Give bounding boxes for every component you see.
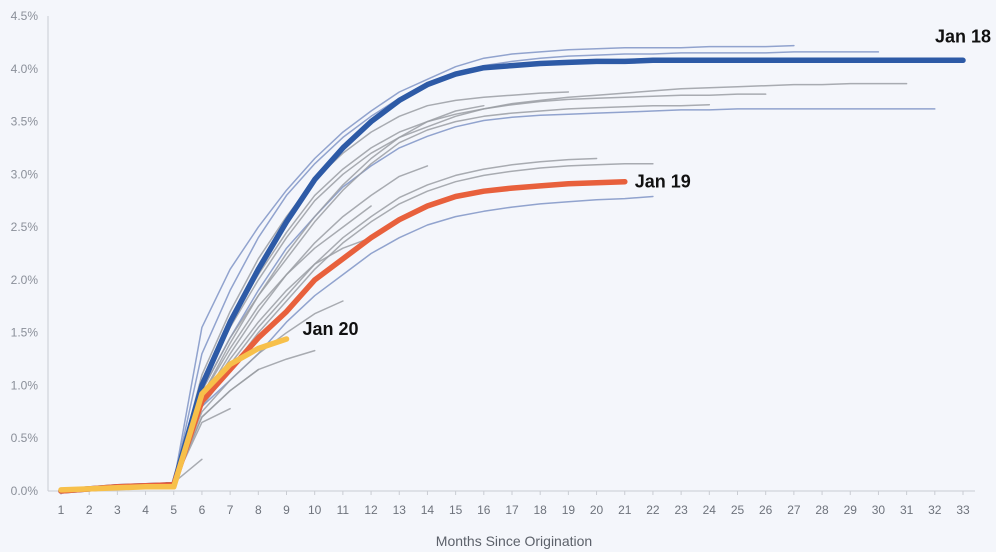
x-tick-label: 6 — [199, 503, 206, 517]
series-line-jan-20 — [58, 336, 290, 493]
x-tick-label: 30 — [872, 503, 886, 517]
x-tick-label: 25 — [731, 503, 745, 517]
highlighted-series-group: Jan 18 Jan 19 Jan 20 — [58, 26, 991, 494]
x-tick-label: 33 — [956, 503, 970, 517]
x-tick-label: 26 — [759, 503, 773, 517]
x-tick-label: 12 — [364, 503, 378, 517]
x-tick-label: 14 — [421, 503, 435, 517]
x-tick-label: 7 — [227, 503, 234, 517]
x-tick-label: 15 — [449, 503, 463, 517]
y-tick-label: 0.5% — [11, 431, 39, 445]
x-tick-label: 11 — [337, 503, 350, 517]
x-tick-label: 13 — [393, 503, 407, 517]
series-label-jan-19: Jan 19 — [635, 172, 691, 192]
y-tick-label: 3.0% — [11, 167, 39, 181]
y-tick-label: 3.5% — [11, 115, 39, 129]
x-tick-label: 2 — [86, 503, 93, 517]
x-tick-label: 31 — [900, 503, 914, 517]
x-tick-label: 32 — [928, 503, 942, 517]
x-tick-label: 20 — [590, 503, 604, 517]
background-series-line-1 — [60, 44, 795, 492]
y-tick-label: 2.0% — [11, 273, 39, 287]
x-tick-label: 4 — [142, 503, 149, 517]
x-tick-label: 27 — [787, 503, 801, 517]
x-tick-label: 16 — [477, 503, 491, 517]
x-tick-label: 29 — [844, 503, 858, 517]
x-tick-label: 21 — [618, 503, 632, 517]
y-tick-label: 2.5% — [11, 220, 39, 234]
series-label-jan-18: Jan 18 — [935, 26, 991, 46]
x-tick-label: 8 — [255, 503, 262, 517]
series-line-jan-18 — [58, 57, 966, 494]
x-tick-label: 3 — [114, 503, 121, 517]
x-tick-label: 1 — [58, 503, 65, 517]
y-tick-label: 4.5% — [11, 9, 39, 23]
x-axis-label: Months Since Origination — [436, 533, 592, 549]
y-tick-label: 4.0% — [11, 62, 39, 76]
x-tick-label: 23 — [674, 503, 688, 517]
y-axis: 0.0% 0.5% 1.0% 1.5% 2.0% 2.5% 3.0% 3.5% 4.0% 4.5% — [11, 9, 49, 498]
x-tick-label: 22 — [646, 503, 660, 517]
x-tick-label: 5 — [170, 503, 177, 517]
x-tick-label: 19 — [562, 503, 576, 517]
x-tick-label: 28 — [815, 503, 829, 517]
x-tick-label: 10 — [308, 503, 322, 517]
y-tick-label: 1.5% — [11, 326, 39, 340]
x-tick-label: 24 — [703, 503, 717, 517]
x-tick-label: 18 — [534, 503, 548, 517]
x-tick-label: 9 — [283, 503, 290, 517]
x-tick-label: 17 — [505, 503, 519, 517]
y-tick-label: 0.0% — [11, 484, 39, 498]
x-axis: 1 2 3 4 5 6 7 8 9 10 11 12 13 14 15 16 17 18 19 20 21 22 23 24 2… — [48, 490, 975, 517]
series-label-jan-20: Jan 20 — [303, 319, 359, 339]
y-tick-label: 1.0% — [11, 378, 39, 392]
